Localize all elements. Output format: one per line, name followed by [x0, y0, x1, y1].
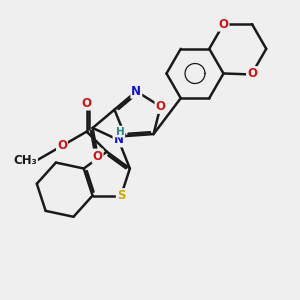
- Text: N: N: [113, 134, 124, 146]
- Text: H: H: [116, 127, 124, 136]
- Text: CH₃: CH₃: [14, 154, 37, 166]
- Text: O: O: [155, 100, 166, 113]
- Text: N: N: [131, 85, 141, 98]
- Text: O: O: [247, 67, 257, 80]
- Text: O: O: [82, 97, 92, 110]
- Text: O: O: [57, 139, 67, 152]
- Text: S: S: [117, 189, 125, 202]
- Text: O: O: [218, 18, 229, 31]
- Text: O: O: [93, 149, 103, 163]
